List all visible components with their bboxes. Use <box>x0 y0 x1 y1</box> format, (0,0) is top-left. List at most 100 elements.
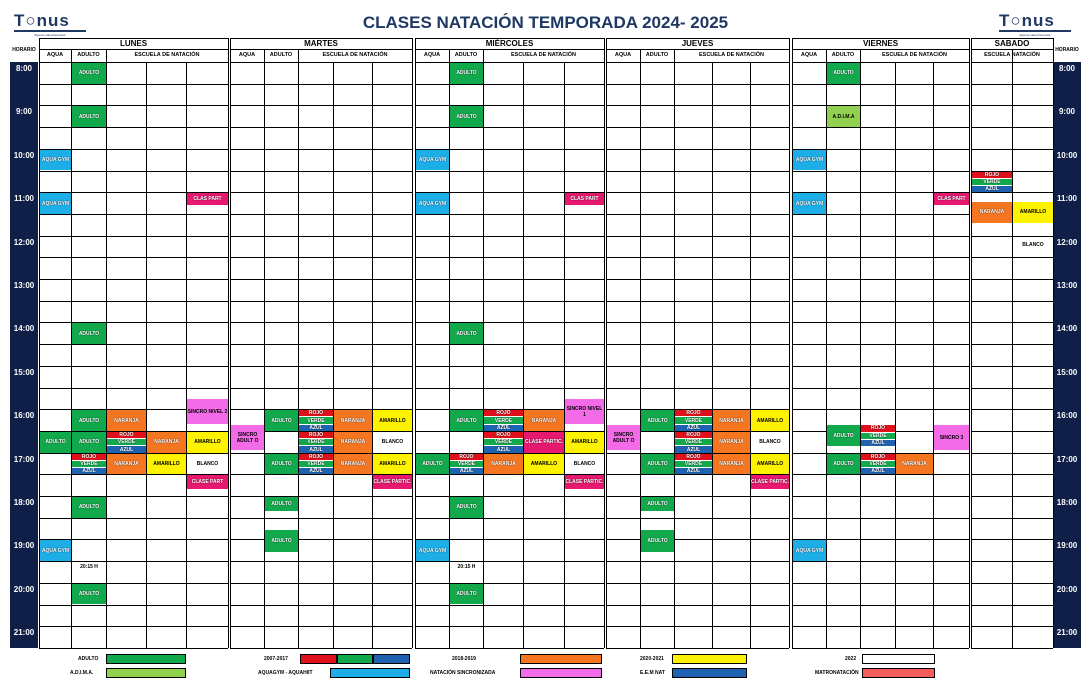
class-block[interactable]: VERDE <box>861 432 895 439</box>
class-block[interactable]: AZUL <box>299 468 333 475</box>
class-block[interactable]: VERDE <box>450 460 483 468</box>
class-block[interactable]: NARANJA <box>713 431 750 453</box>
class-block[interactable]: ADULTO <box>416 453 449 475</box>
class-block[interactable]: AQUA GYM <box>793 193 826 214</box>
class-block[interactable]: VERDE <box>861 460 895 468</box>
class-block[interactable]: AMARILLO <box>187 431 228 453</box>
class-block[interactable]: ADULTO <box>641 497 674 512</box>
class-block[interactable]: NARANJA <box>713 410 750 431</box>
class-block[interactable]: AQUA GYM <box>40 193 71 214</box>
class-block[interactable]: ROJO <box>972 171 1012 178</box>
class-block[interactable]: VERDE <box>675 439 712 446</box>
class-block[interactable]: AQUA GYM <box>416 540 449 562</box>
class-block[interactable]: ADULTO <box>827 453 860 475</box>
class-block[interactable]: ADULTO <box>72 63 106 84</box>
class-block[interactable]: SINCRO NIVEL 2 <box>187 399 228 425</box>
class-block[interactable]: CLAS PART <box>934 193 969 206</box>
class-block[interactable]: ROJO <box>861 453 895 460</box>
class-block[interactable]: ROJO <box>675 410 712 417</box>
class-block[interactable]: ADULTO <box>641 529 674 553</box>
class-block[interactable]: NARANJA <box>107 453 146 475</box>
class-block[interactable]: AZUL <box>484 424 523 431</box>
class-block[interactable]: ADULTO <box>72 106 106 128</box>
class-block[interactable]: NARANJA <box>484 453 523 475</box>
class-block[interactable]: NARANJA <box>334 453 372 475</box>
class-block[interactable]: ADULTO <box>450 583 483 605</box>
class-block[interactable]: AQUA GYM <box>793 540 826 562</box>
class-block[interactable]: ADULTO <box>40 431 71 453</box>
class-block[interactable]: ROJO <box>675 431 712 439</box>
class-block[interactable]: ADULTO <box>72 410 106 431</box>
class-block[interactable]: ADULTO <box>641 410 674 431</box>
class-block[interactable]: ROJO <box>299 410 333 417</box>
class-block[interactable]: AZUL <box>861 439 895 447</box>
class-block[interactable]: ROJO <box>450 453 483 460</box>
class-block[interactable]: AQUA GYM <box>40 149 71 171</box>
class-block[interactable]: SINCRO 3 <box>934 425 969 451</box>
class-block[interactable]: CLAS PART <box>187 193 228 206</box>
class-block[interactable]: AZUL <box>299 446 333 453</box>
class-block[interactable]: AZUL <box>675 468 712 475</box>
class-block[interactable]: NARANJA <box>896 453 933 475</box>
class-block[interactable]: ADULTO <box>450 63 483 84</box>
class-block[interactable]: CLASE PARTIC. <box>751 475 789 490</box>
class-block[interactable]: VERDE <box>675 460 712 468</box>
class-block[interactable]: AQUA GYM <box>416 149 449 171</box>
class-block[interactable]: AZUL <box>972 186 1012 193</box>
class-block[interactable]: AZUL <box>72 468 106 475</box>
class-block[interactable]: ADULTO <box>827 63 860 84</box>
class-block[interactable]: 20:15 H <box>72 562 106 572</box>
class-block[interactable]: ROJO <box>675 453 712 460</box>
class-block[interactable]: SINCRO ADULT O <box>607 425 640 451</box>
class-block[interactable]: AZUL <box>484 446 523 453</box>
class-block[interactable]: BLANCO <box>1013 236 1053 253</box>
class-block[interactable]: SINCRO ADULT O <box>231 425 264 451</box>
class-block[interactable]: AMARILLO <box>565 431 604 453</box>
class-block[interactable]: ADULTO <box>450 106 483 128</box>
class-block[interactable]: AZUL <box>107 446 146 453</box>
class-block[interactable]: ROJO <box>484 410 523 417</box>
class-block[interactable]: AZUL <box>861 468 895 475</box>
class-block[interactable]: ADULTO <box>450 410 483 431</box>
class-block[interactable]: ADULTO <box>72 583 106 605</box>
class-block[interactable]: BLANCO <box>187 453 228 475</box>
class-block[interactable]: ADULTO <box>827 425 860 447</box>
class-block[interactable]: ADULTO <box>265 453 298 475</box>
class-block[interactable]: ROJO <box>299 453 333 460</box>
class-block[interactable]: VERDE <box>299 417 333 424</box>
class-block[interactable]: AMARILLO <box>373 453 412 475</box>
class-block[interactable]: ADULTO <box>450 497 483 518</box>
class-block[interactable]: AMARILLO <box>751 453 789 475</box>
class-block[interactable]: VERDE <box>675 417 712 424</box>
class-block[interactable]: SINCRO NIVEL 1 <box>565 399 604 425</box>
class-block[interactable]: VERDE <box>299 460 333 468</box>
class-block[interactable]: NARANJA <box>334 431 372 453</box>
class-block[interactable]: AZUL <box>675 424 712 431</box>
class-block[interactable]: NARANJA <box>107 410 146 431</box>
class-block[interactable]: ADULTO <box>265 410 298 431</box>
class-block[interactable]: NARANJA <box>972 201 1012 223</box>
class-block[interactable]: 20:15 H <box>450 562 483 572</box>
class-block[interactable]: ROJO <box>484 431 523 439</box>
class-block[interactable]: ADULTO <box>265 497 298 512</box>
class-block[interactable]: CLASE PARTIC. <box>524 431 564 453</box>
class-block[interactable]: NARANJA <box>334 410 372 431</box>
class-block[interactable]: VERDE <box>72 460 106 468</box>
class-block[interactable]: VERDE <box>484 439 523 446</box>
class-block[interactable]: VERDE <box>484 417 523 424</box>
class-block[interactable]: NARANJA <box>713 453 750 475</box>
class-block[interactable]: ROJO <box>107 431 146 439</box>
class-block[interactable]: ADULTO <box>72 497 106 518</box>
class-block[interactable]: AMARILLO <box>1013 201 1053 223</box>
class-block[interactable]: VERDE <box>299 439 333 446</box>
class-block[interactable]: CLAS PART <box>565 193 604 206</box>
class-block[interactable]: CLASE PARTIC. <box>373 475 412 490</box>
class-block[interactable]: CLASE PART <box>187 475 228 490</box>
class-block[interactable]: AZUL <box>675 446 712 453</box>
class-block[interactable]: BLANCO <box>751 431 789 453</box>
class-block[interactable]: NARANJA <box>147 431 186 453</box>
class-block[interactable]: ROJO <box>72 453 106 460</box>
class-block[interactable]: CLASE PARTIC. <box>565 475 604 490</box>
class-block[interactable]: ADULTO <box>641 453 674 475</box>
class-block[interactable]: AQUA GYM <box>416 193 449 214</box>
